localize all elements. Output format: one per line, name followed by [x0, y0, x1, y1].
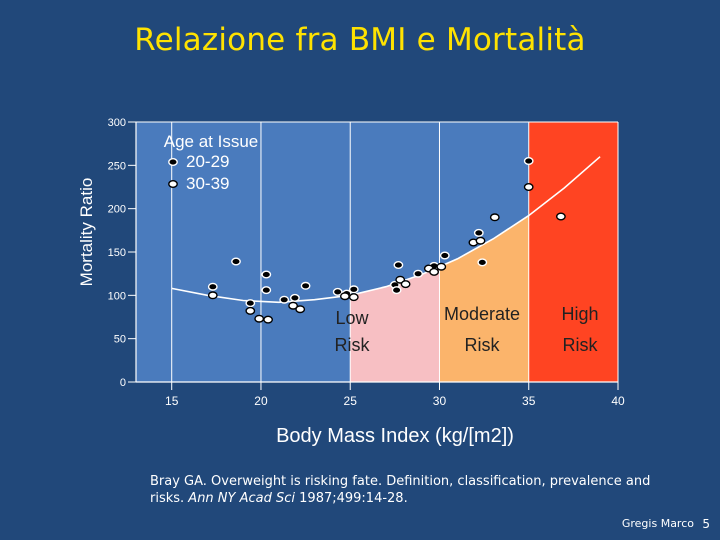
y-tick-label: 100: [108, 290, 126, 302]
data-points: [207, 156, 566, 324]
data-point-age-20-29: [207, 282, 218, 291]
data-point-age-20-29: [261, 270, 272, 279]
data-point-age-20-29: [413, 269, 423, 278]
y-tick-label: 300: [108, 117, 126, 129]
data-point-age-30-39: [339, 292, 350, 301]
y-tick-label: 50: [114, 334, 126, 346]
legend-entry-label: 30-39: [186, 174, 229, 193]
data-point-age-30-39: [254, 314, 265, 323]
y-axis-label: Mortality Ratio: [77, 178, 96, 287]
grid-lines: [136, 121, 619, 382]
page-number: 5: [702, 517, 710, 531]
axes: 0 50 100 150 200 250 300 15 20 25 30 35 40 Mortality …: [77, 117, 625, 447]
data-point-age-30-39: [523, 182, 534, 191]
risk-zones: [136, 122, 618, 382]
data-point-age-20-29: [289, 293, 300, 302]
data-point-age-30-39: [556, 212, 566, 221]
data-point-age-20-29: [348, 285, 359, 294]
data-point-age-30-39: [207, 291, 218, 300]
data-point-age-20-29: [391, 286, 402, 295]
x-tick-label: 35: [522, 394, 536, 408]
legend-title: Age at Issue: [164, 132, 259, 151]
zone-labels: Low Risk Moderate Risk High Risk: [335, 304, 599, 355]
trend-line: [171, 156, 601, 304]
data-point-age-20-29: [477, 258, 488, 267]
legend-marker: [168, 157, 178, 166]
citation-main: Bray GA. Overweight is risking fate. Def…: [150, 474, 651, 506]
data-point-age-30-39: [436, 262, 447, 271]
slide-title: Relazione fra BMI e Mortalità: [134, 22, 586, 58]
data-point-age-20-29: [393, 261, 404, 270]
citation: Bray GA. Overweight is risking fate. Def…: [150, 473, 670, 507]
author-name: Gregis Marco: [621, 517, 694, 530]
data-point-age-30-39: [475, 236, 486, 245]
x-tick-label: 40: [611, 394, 625, 408]
data-point-age-20-29: [231, 257, 241, 266]
zone-label-line1: High: [561, 304, 598, 324]
x-axis-label: Body Mass Index (kg/[m2]): [276, 425, 514, 447]
x-tick-label: 25: [344, 394, 358, 408]
y-tick-label: 0: [120, 377, 126, 389]
zone-label-line1: Moderate: [444, 304, 520, 324]
data-point-age-20-29: [279, 295, 290, 304]
data-point-age-30-39: [245, 306, 256, 315]
zone-label-line2: Risk: [335, 335, 371, 355]
zone-label-line1: Low: [335, 308, 369, 328]
data-point-age-30-39: [348, 293, 359, 302]
data-point-age-20-29: [332, 287, 343, 296]
data-point-age-20-29: [523, 156, 534, 165]
data-point-age-20-29: [261, 286, 272, 295]
zone-low-risk: [350, 266, 440, 382]
data-point-age-30-39: [295, 305, 306, 314]
bmi-mortality-chart: 0 50 100 150 200 250 300 15 20 25 30 35 40 Mortality …: [77, 117, 625, 447]
citation-tail: 1987;499:14-28.: [295, 491, 408, 506]
legend-marker: [168, 179, 178, 188]
zone-high-risk: [528, 122, 618, 382]
y-tick-label: 250: [108, 160, 126, 172]
data-point-age-30-39: [400, 280, 411, 289]
data-point-age-20-29: [245, 299, 256, 308]
x-tick-label: 30: [433, 394, 447, 408]
x-tick-label: 15: [165, 394, 179, 408]
data-point-age-30-39: [489, 213, 500, 222]
zone-label-line2: Risk: [465, 335, 501, 355]
y-tick-label: 150: [108, 247, 126, 259]
data-point-age-20-29: [300, 281, 311, 290]
trend-curve: [171, 156, 601, 304]
legend-entry-label: 20-29: [186, 152, 229, 171]
data-point-age-30-39: [263, 315, 273, 324]
data-point-age-30-39: [288, 301, 298, 310]
x-tick-label: 20: [254, 394, 268, 408]
y-tick-label: 200: [108, 204, 126, 216]
data-point-age-20-29: [473, 228, 484, 237]
data-point-age-30-39: [429, 267, 439, 276]
zone-label-line2: Risk: [563, 335, 599, 355]
citation-journal: Ann NY Acad Sci: [188, 491, 296, 506]
data-point-age-20-29: [439, 251, 450, 260]
